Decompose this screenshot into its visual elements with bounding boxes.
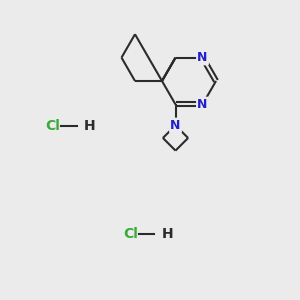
Text: H: H [83,119,95,133]
Text: Cl: Cl [45,119,60,133]
Text: N: N [197,51,208,64]
Text: Cl: Cl [123,227,138,241]
Text: N: N [170,119,181,132]
Text: N: N [197,98,208,111]
Text: H: H [161,227,173,241]
